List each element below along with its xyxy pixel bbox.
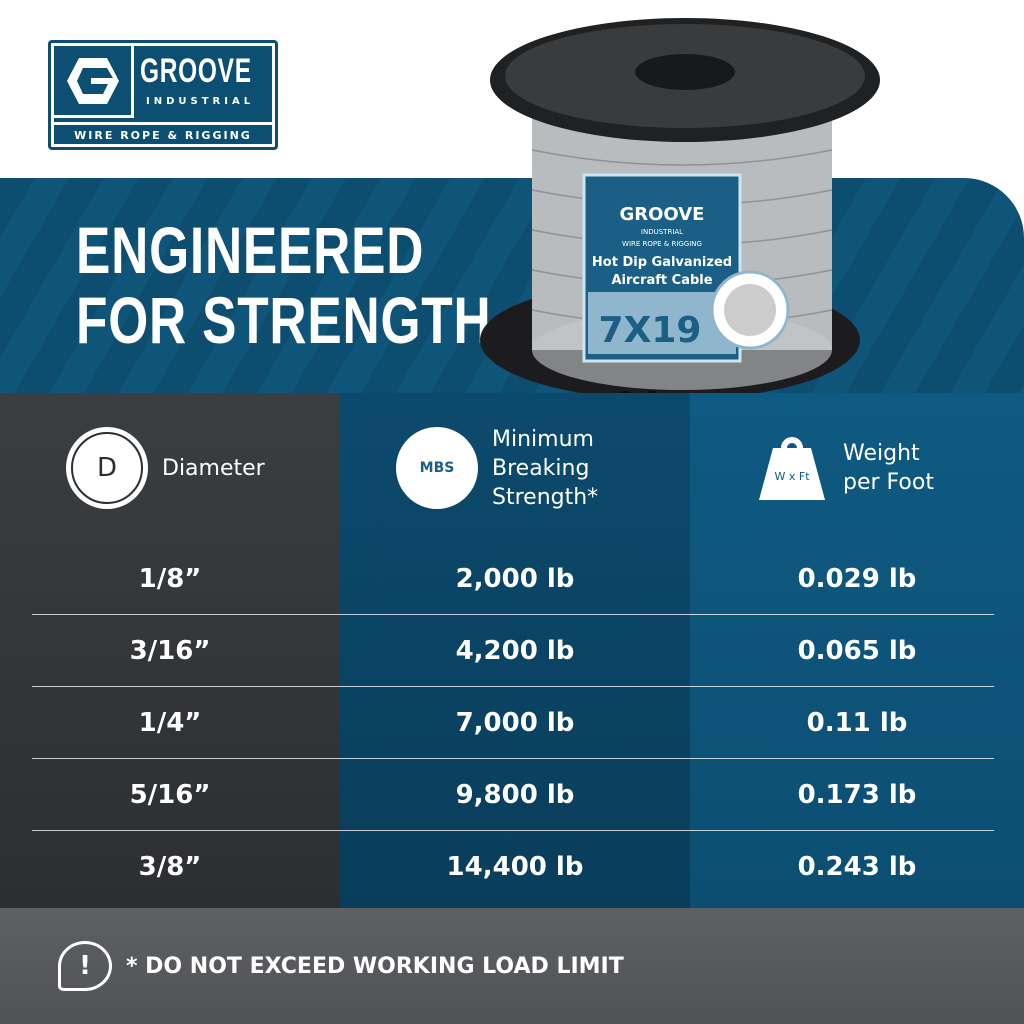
diameter-column [0,393,340,908]
cell-mbs: 9,800 lb [455,780,575,810]
row-divider [32,830,994,831]
headline-line-2: FOR STRENGTH [76,283,492,357]
table-row: 5/16” 9,800 lb 0.173 lb [0,759,1024,831]
logo-tagline: WIRE ROPE & RIGGING [54,122,272,144]
cell-diameter: 3/8” [138,852,202,882]
logo-sub: INDUSTRIAL [146,96,255,107]
cell-diameter: 1/4” [138,708,202,738]
cell-mbs: 14,400 lb [446,852,584,882]
label-sub: INDUSTRIAL [641,228,683,236]
header-label: Weight per Foot [843,441,934,495]
label-tagline: WIRE ROPE & RIGGING [622,240,702,248]
header-label: Minimum Breaking Strength* [492,426,599,510]
g-logo-icon [54,46,134,118]
cell-mbs: 7,000 lb [455,708,575,738]
table-row: 1/4” 7,000 lb 0.11 lb [0,687,1024,759]
cell-mbs: 4,200 lb [455,636,575,666]
exclamation-bubble-icon: ! [58,941,112,991]
cell-weight: 0.11 lb [806,708,908,738]
label-line-2: Aircraft Cable [611,273,712,288]
row-divider [32,686,994,687]
svg-text:W x Ft: W x Ft [774,470,810,483]
header-weight: W x Ft Weight per Foot [755,393,934,543]
cell-diameter: 3/16” [129,636,211,666]
brand-logo: GROOVE INDUSTRIAL WIRE ROPE & RIGGING [48,40,278,150]
table-body: 1/8” 2,000 lb 0.029 lb 3/16” 4,200 lb 0.065 l… [0,543,1024,903]
spec-table: D Diameter MBS Minimum Breaking Strength… [0,393,1024,908]
footer-warning: ! * DO NOT EXCEED WORKING LOAD LIMIT [0,908,1024,1024]
headline-line-1: ENGINEERED [76,213,425,287]
label-line-1: Hot Dip Galvanized [592,255,732,270]
table-row: 1/8” 2,000 lb 0.029 lb [0,543,1024,615]
cell-weight: 0.173 lb [797,780,917,810]
header-diameter: D Diameter [66,393,265,543]
headline: ENGINEERED FOR STRENGTH [76,215,491,355]
warning-text: * DO NOT EXCEED WORKING LOAD LIMIT [126,953,624,979]
row-divider [32,758,994,759]
label-brand: GROOVE [620,204,705,225]
diameter-icon: D [66,427,148,509]
logo-name: GROOVE [140,52,252,90]
cell-diameter: 1/8” [138,564,202,594]
weight-icon: W x Ft [759,437,825,500]
label-construction: 7X19 [599,310,702,351]
cell-weight: 0.029 lb [797,564,917,594]
cell-mbs: 2,000 lb [455,564,575,594]
header-label: Diameter [162,455,265,481]
cell-weight: 0.243 lb [797,852,917,882]
table-row: 3/8” 14,400 lb 0.243 lb [0,831,1024,903]
cell-weight: 0.065 lb [797,636,917,666]
mbs-icon: MBS [396,427,478,509]
weight-column [690,393,1024,908]
table-row: 3/16” 4,200 lb 0.065 lb [0,615,1024,687]
header-mbs: MBS Minimum Breaking Strength* [396,393,598,543]
row-divider [32,614,994,615]
cable-reel-image: GROOVE INDUSTRIAL WIRE ROPE & RIGGING Ho… [480,10,890,420]
cell-diameter: 5/16” [129,780,211,810]
